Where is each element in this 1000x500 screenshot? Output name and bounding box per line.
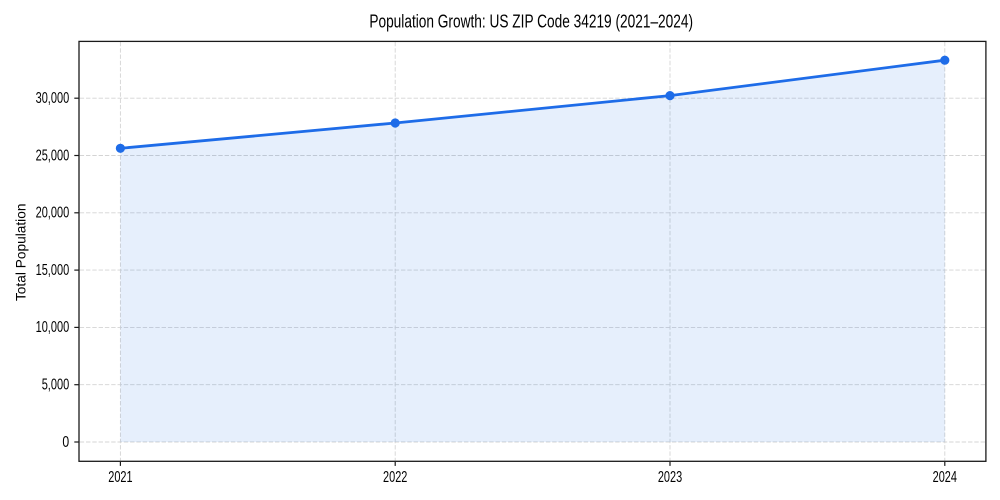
svg-text:2021: 2021 — [108, 469, 132, 486]
svg-text:20,000: 20,000 — [36, 205, 70, 222]
svg-text:0: 0 — [62, 434, 69, 451]
svg-text:2024: 2024 — [933, 469, 958, 486]
svg-text:10,000: 10,000 — [36, 319, 70, 336]
svg-text:30,000: 30,000 — [36, 90, 70, 107]
svg-text:2022: 2022 — [383, 469, 407, 486]
svg-text:5,000: 5,000 — [42, 377, 70, 394]
svg-text:15,000: 15,000 — [36, 262, 70, 279]
svg-text:Total Population: Total Population — [14, 204, 29, 301]
svg-text:25,000: 25,000 — [36, 147, 70, 164]
svg-text:2023: 2023 — [658, 469, 682, 486]
svg-text:Population Growth: US ZIP Code: Population Growth: US ZIP Code 34219 (20… — [369, 12, 693, 32]
